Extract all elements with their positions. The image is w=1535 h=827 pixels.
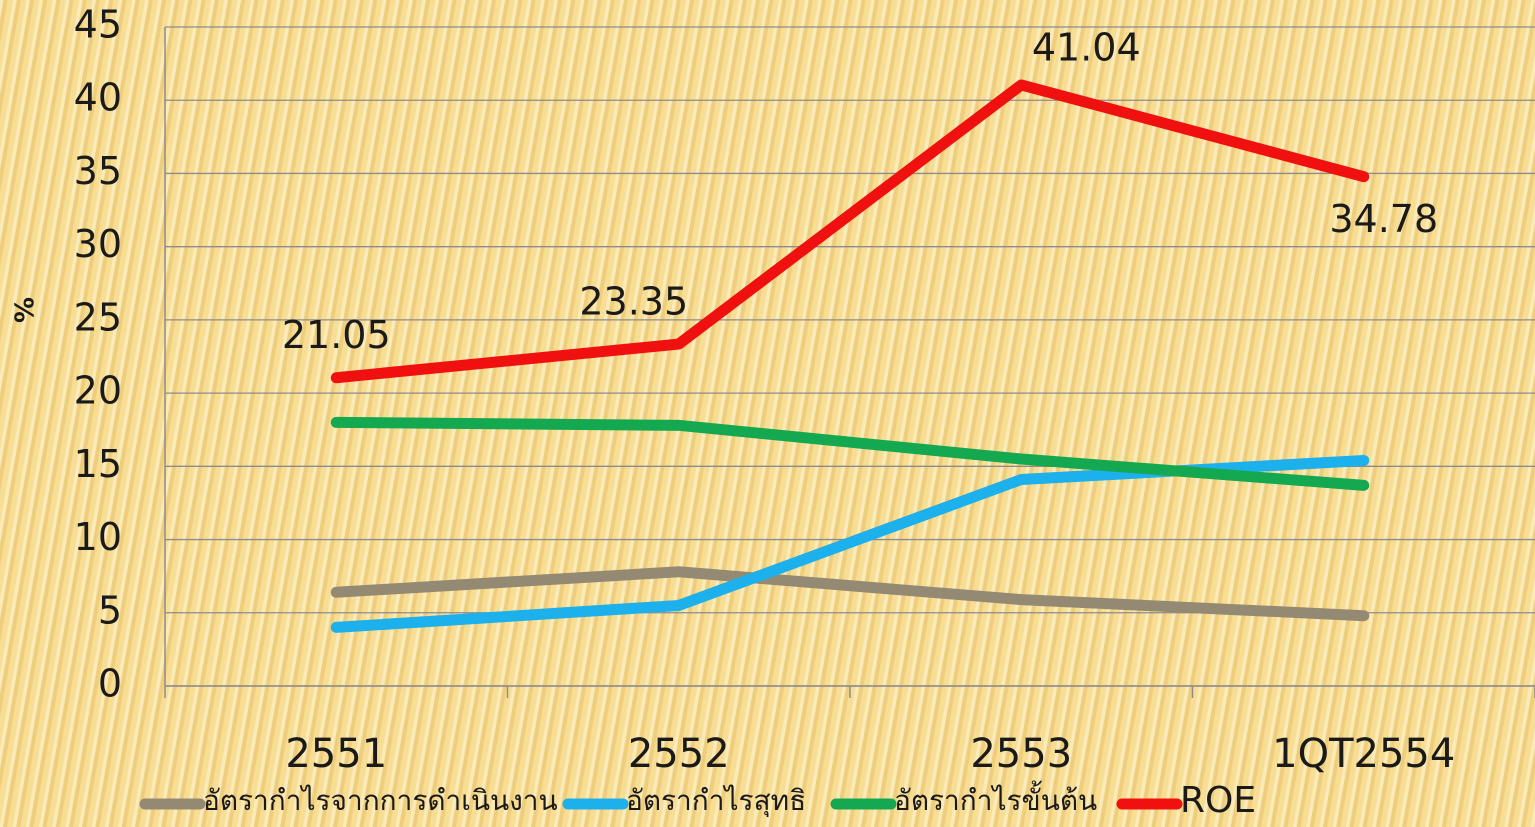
legend-label: อัตรากำไรสุทธิ <box>626 784 806 818</box>
series-line <box>330 79 1370 384</box>
x-tick-label: 2553 <box>970 731 1072 777</box>
legend-label: อัตรากำไรขั้นต้น <box>894 780 1097 817</box>
y-tick-label: 45 <box>74 3 122 47</box>
y-tick-label: 5 <box>98 588 122 632</box>
legend-label: อัตรากำไรจากการดำเนินงาน <box>203 784 558 817</box>
y-tick-label: 30 <box>74 222 122 266</box>
y-tick-label: 35 <box>74 149 122 193</box>
x-tick-label: 2552 <box>628 731 730 777</box>
x-tick-label: 2551 <box>285 731 387 777</box>
y-tick-label: 25 <box>74 295 122 339</box>
y-tick-label: 0 <box>98 662 122 706</box>
y-axis-label: % <box>11 297 41 323</box>
y-tick-label: 10 <box>74 515 122 559</box>
series-line <box>330 454 1370 633</box>
y-tick-label: 40 <box>74 76 122 120</box>
legend-label: ROE <box>1180 780 1256 821</box>
x-tick-label: 1QT2554 <box>1272 731 1455 777</box>
data-label: 34.78 <box>1329 197 1438 241</box>
y-tick-label: 15 <box>74 442 122 486</box>
data-label: 41.04 <box>1032 25 1141 69</box>
data-label: 23.35 <box>579 280 688 324</box>
series-line <box>330 416 1370 491</box>
y-tick-label: 20 <box>74 369 122 413</box>
data-label: 21.05 <box>282 313 391 357</box>
series-line <box>330 566 1370 622</box>
